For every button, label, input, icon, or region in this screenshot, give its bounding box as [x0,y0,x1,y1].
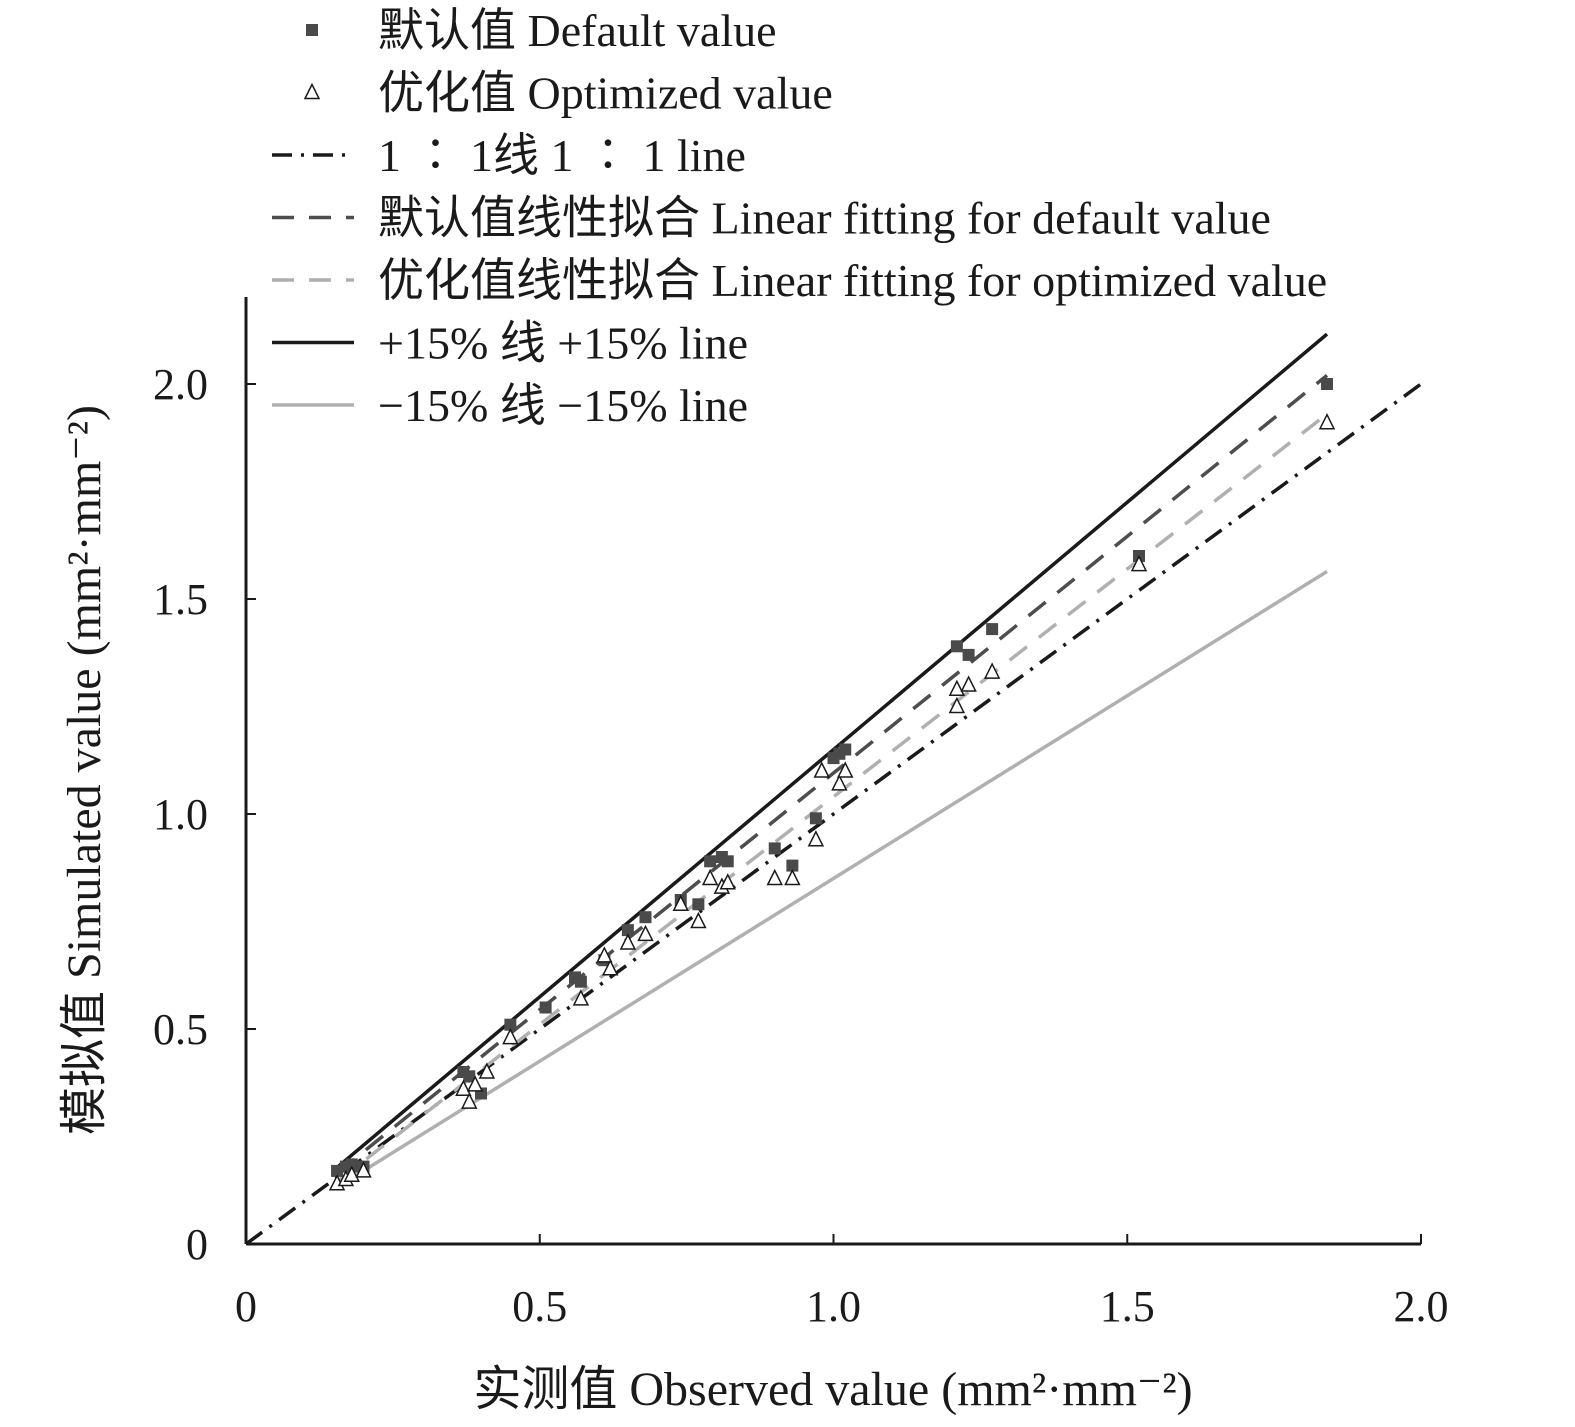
optimized-value-point [478,1062,496,1079]
y-tick-label: 1.5 [153,575,208,624]
x-tick-label: 0 [235,1282,257,1331]
default-value-point [809,812,822,825]
series-line [335,374,1329,1175]
default-value-point [463,1070,476,1083]
series-line [336,569,1328,1189]
optimized-value-point [602,959,619,976]
default-value-point [574,975,587,988]
legend-marker [306,24,318,36]
optimized-value-point [948,696,966,714]
legend-label: 1 ∶ 1线 1 ∶ 1 line [378,130,746,181]
legend-label: 默认值线性拟合 Linear fitting for default value [378,193,1271,244]
default-value-point [504,1018,517,1031]
series-lines [244,332,1423,1246]
series-points [328,378,1336,1191]
y-tick-label: 0 [186,1220,208,1269]
optimized-value-point [813,761,830,778]
axis-ticks: 0 0.5 1.0 1.5 2.0 0 0.5 1.0 1.5 2.0 [153,360,1449,1331]
x-tick-label: 0.5 [512,1282,567,1331]
legend-label: 优化值线性拟合 Linear fitting for optimized val… [378,255,1327,306]
optimized-value-point [807,830,825,847]
default-value-point [986,623,999,636]
x-tick-label: 1.0 [806,1282,861,1331]
default-value-point [950,640,963,653]
optimized-value-point [960,675,977,692]
default-value-point [786,859,799,872]
legend-label: 优化值 Optimized value [378,68,833,119]
legend-label: 默认值 Default value [378,5,777,56]
default-value-point [704,855,717,868]
y-tick-label: 1.0 [153,790,208,839]
y-tick-label: 0.5 [153,1005,208,1054]
optimized-value-point [983,662,1001,679]
optimized-value-point [455,1079,472,1096]
series-line [244,382,1423,1246]
optimized-value-point [502,1027,519,1045]
optimized-value-point [690,911,707,929]
y-axis-title: 模拟值 Simulated value (mm²·mm⁻²) [58,405,111,1135]
optimized-value-point [355,1161,372,1178]
default-value-point [839,743,852,756]
default-value-point [639,911,652,924]
optimized-value-point [701,868,719,886]
optimized-value-point [837,761,854,778]
x-axis-title: 实测值 Observed value (mm²·mm⁻²) [473,1363,1192,1416]
optimized-value-point [1318,413,1336,430]
default-value-point [692,898,705,911]
x-tick-label: 2.0 [1394,1282,1449,1331]
optimized-value-point [596,946,613,963]
optimized-value-point [948,679,966,697]
optimized-value-point [343,1165,360,1182]
series-line [335,412,1329,1184]
optimized-value-point [1130,554,1148,572]
legend: 默认值 Default value 优化值 Optimized value 1 ∶ … [272,5,1327,431]
default-value-point [539,1001,552,1014]
optimized-value-point [637,924,654,942]
optimized-value-point [766,868,783,886]
optimized-value-point [572,989,590,1006]
x-tick-label: 1.5 [1100,1282,1155,1331]
optimized-value-point [461,1092,478,1109]
default-value-point [721,855,734,868]
default-value-point [962,648,975,661]
optimized-value-point [831,774,848,791]
legend-label: −15% 线 −15% line [378,380,748,431]
default-value-point [1321,378,1333,390]
default-value-point [768,842,781,855]
optimized-value-point [784,868,801,886]
optimized-value-point [466,1075,484,1092]
y-tick-label: 2.0 [153,360,208,409]
legend-marker [303,82,321,100]
optimized-value-point [719,873,736,890]
series-line [335,332,1329,1169]
optimized-value-point [619,933,637,950]
optimized-value-point [672,894,689,912]
legend-label: +15% 线 +15% line [378,318,748,369]
default-value-point [621,924,634,937]
